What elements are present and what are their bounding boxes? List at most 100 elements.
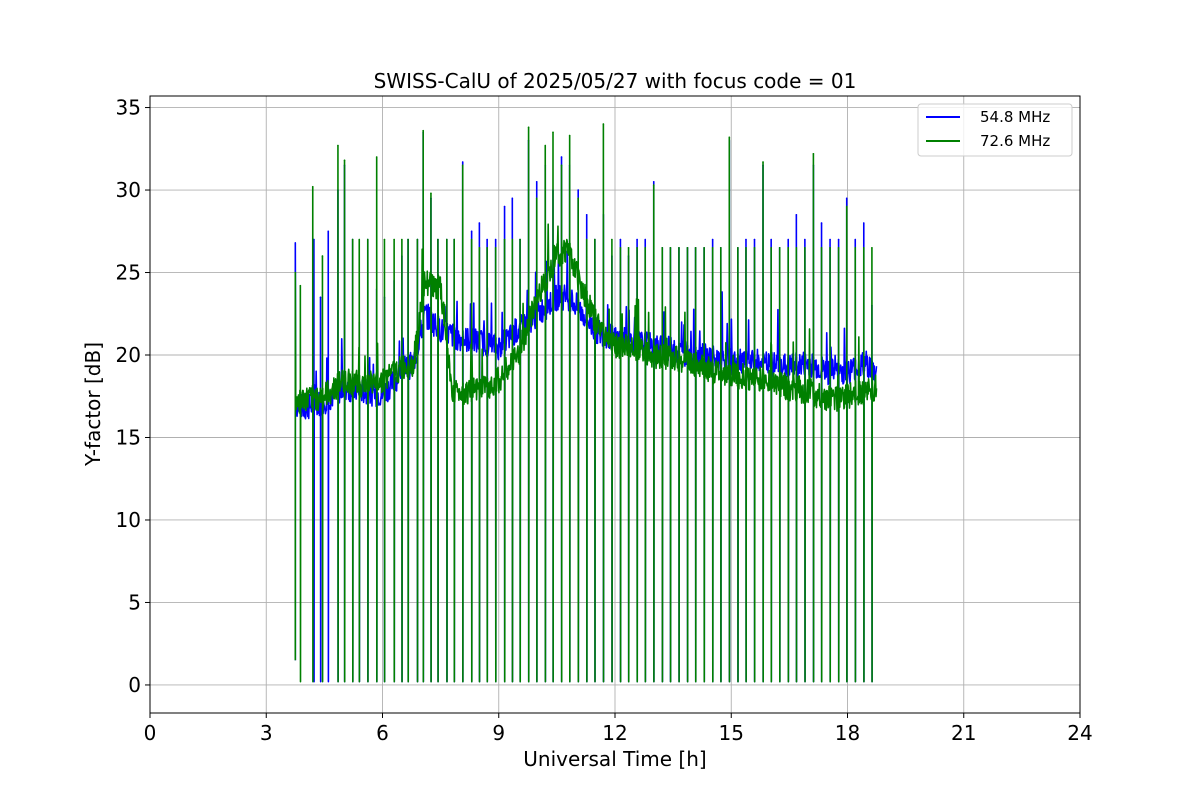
axis-ticks: 0 3 6 9 12 15 18 21 24 0 5 10 15 20 25 30 35 [116, 96, 1093, 745]
x-tick-label: 21 [951, 721, 976, 745]
spike-peak-point [711, 238, 714, 241]
x-tick-label: 6 [376, 721, 389, 745]
spike-peak-point [652, 180, 655, 183]
spike-peak-point [862, 246, 865, 249]
legend-label-series-1: 54.8 MHz [980, 108, 1050, 126]
spike-peak-point [585, 238, 588, 241]
spike-peak-point [358, 238, 361, 241]
y-axis-title: Y-factor [dB] [81, 342, 105, 467]
spike-peak-point [871, 246, 873, 249]
spike-peak-point [560, 164, 563, 167]
spike-peak-point [644, 238, 647, 241]
x-tick-label: 3 [260, 721, 273, 745]
y-tick-label: 20 [116, 343, 141, 367]
spike-peak-point [383, 238, 386, 241]
y-tick-label: 15 [116, 425, 141, 449]
x-tick-label: 18 [835, 721, 860, 745]
spike-peak-point [594, 238, 596, 241]
spike-peak-point [577, 197, 579, 200]
spike-peak-point [470, 238, 473, 241]
spike-peak-point [845, 205, 848, 208]
spike-peak-point [552, 131, 554, 134]
x-tick-label: 9 [492, 721, 505, 745]
x-axis-title: Universal Time [h] [523, 747, 706, 771]
spike-peak-point [568, 134, 571, 137]
spike-peak-point [393, 238, 395, 241]
spike-peak-point [319, 296, 322, 299]
spike-peak-point [787, 238, 790, 241]
spike-peak-point [619, 238, 622, 241]
spike-peak-point [804, 238, 806, 241]
spike-peak-point [494, 246, 497, 249]
spike-peak-point [728, 136, 731, 139]
spike-peak-point [745, 238, 747, 241]
spike-peak-point [544, 144, 547, 147]
spike-peak-point [619, 246, 622, 249]
y-tick-label: 35 [116, 96, 141, 120]
y-tick-label: 0 [128, 673, 141, 697]
spike-peak-point [745, 246, 747, 249]
spike-peak-point [820, 222, 823, 224]
spike-peak-point [321, 255, 324, 257]
spike-peak-point [453, 238, 455, 241]
legend: 54.8 MHz 72.6 MHz [917, 103, 1073, 157]
spike-peak-point [636, 238, 638, 241]
x-tick-label: 24 [1067, 721, 1092, 745]
spike-peak-point [719, 246, 722, 249]
spike-peak-point [854, 246, 857, 249]
spike-peak-point [854, 238, 857, 241]
spike-peak-point [470, 230, 473, 233]
spike-peak-point [678, 246, 680, 249]
x-tick-label: 0 [144, 721, 157, 745]
spike-peak-point [636, 246, 638, 249]
spike-peak-point [829, 246, 831, 249]
spike-peak-point [327, 230, 330, 233]
spike-peak-point [795, 246, 798, 249]
spike-peak-point [694, 246, 697, 249]
spike-peak-point [430, 192, 432, 195]
spike-peak-point [669, 246, 672, 249]
spike-peak-point [461, 164, 464, 167]
spike-peak-point [686, 246, 689, 249]
spike-peak-point [511, 197, 514, 200]
chart-title: SWISS-CalU of 2025/05/27 with focus code… [374, 69, 857, 93]
spike-peak-point [762, 161, 764, 163]
spike-peak-point [829, 238, 831, 241]
spike-peak-point [795, 213, 798, 216]
spike-peak-point [812, 152, 815, 155]
spike-peak-point [351, 238, 354, 241]
spike-peak-point [446, 238, 448, 241]
spike-peak-point [535, 197, 538, 200]
spike-peak-point [711, 246, 714, 249]
spike-peak-point [837, 238, 840, 241]
spike-peak-point [535, 180, 538, 183]
spike-peak-point [503, 205, 506, 208]
spike-peak-point [366, 238, 369, 241]
y-tick-label: 25 [116, 261, 141, 285]
spike-peak-point [845, 197, 848, 200]
spike-peak-point [343, 159, 346, 162]
spike-peak-point [461, 161, 464, 163]
spike-peak-point [703, 246, 705, 249]
spike-peak-point [753, 246, 756, 249]
series-line-2 [294, 123, 878, 683]
spike-peak-point [804, 246, 806, 249]
y-tick-label: 30 [116, 178, 141, 202]
spike-peak-point [311, 185, 314, 188]
spike-peak-point [627, 246, 630, 249]
spike-peak-point [577, 189, 579, 191]
spike-peak-point [527, 126, 530, 129]
spike-peak-point [478, 246, 481, 249]
spike-peak-point [375, 156, 378, 158]
spike-peak-point [519, 238, 521, 241]
spike-peak-point [437, 238, 439, 241]
spike-peak-point [511, 238, 514, 241]
plot-area [294, 123, 878, 683]
spike-peak-point [770, 246, 772, 249]
spike-peak-point [401, 238, 403, 241]
spike-peak-point [478, 222, 481, 224]
spike-peak-point [486, 246, 488, 249]
spike-peak-point [611, 238, 613, 241]
spike-peak-point [299, 284, 302, 287]
